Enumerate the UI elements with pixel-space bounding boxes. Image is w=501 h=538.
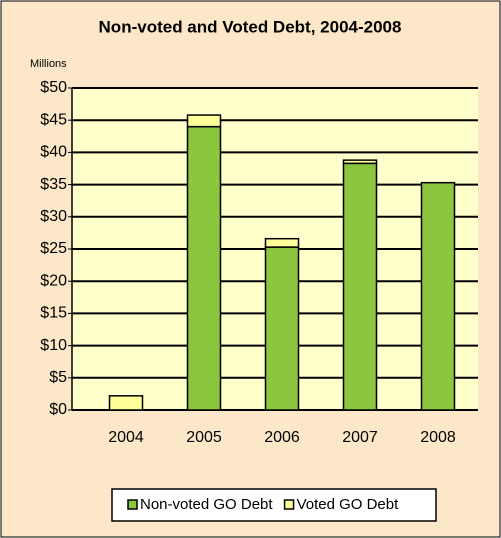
bar-segment <box>264 246 300 411</box>
y-tick-label: $10 <box>40 337 67 354</box>
bar-segment <box>342 162 378 411</box>
x-tick-label: 2006 <box>264 429 300 446</box>
y-unit-label: Millions <box>30 58 67 70</box>
legend-label: Non-voted GO Debt <box>140 496 273 513</box>
y-tick-label: $5 <box>49 369 67 386</box>
legend-box <box>111 488 437 522</box>
y-tick-label: $20 <box>40 272 67 289</box>
bar-segment <box>108 395 144 411</box>
y-tick-label: $40 <box>40 144 67 161</box>
x-tick-label: 2007 <box>342 429 378 446</box>
bar-segment <box>186 125 222 411</box>
legend-swatch <box>283 499 295 510</box>
y-tick-label: $35 <box>40 176 67 193</box>
legend-swatch <box>127 499 138 510</box>
bar-segment <box>264 237 300 248</box>
y-tick-label: $50 <box>40 79 67 96</box>
x-tick-label: 2004 <box>108 429 144 446</box>
legend-label: Voted GO Debt <box>297 496 400 513</box>
y-tick-label: $0 <box>49 401 67 418</box>
x-tick-label: 2005 <box>186 429 222 446</box>
chart-title: Non-voted and Voted Debt, 2004-2008 <box>99 17 402 36</box>
y-tick-label: $15 <box>40 305 67 322</box>
bar-segment <box>186 114 222 128</box>
bar-segment <box>342 159 378 165</box>
x-tick-label: 2008 <box>420 429 456 446</box>
y-tick-label: $45 <box>40 111 67 128</box>
bar-segment <box>420 181 456 411</box>
y-tick-label: $30 <box>40 208 67 225</box>
y-tick-label: $25 <box>40 240 67 257</box>
